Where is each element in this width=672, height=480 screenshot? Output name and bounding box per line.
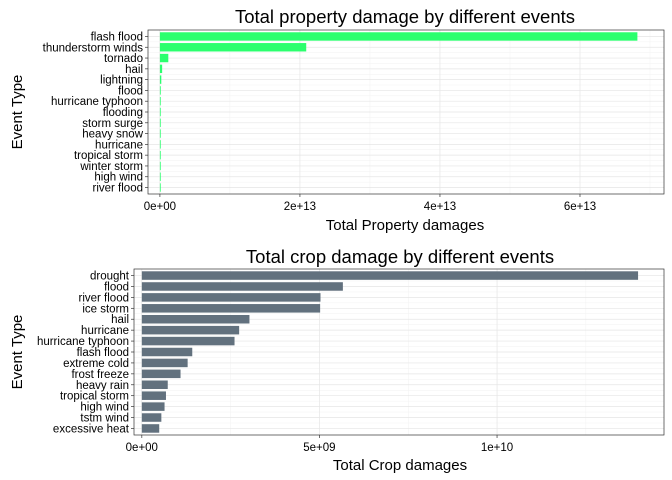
bars (141, 271, 639, 433)
x-tick-labels: 0e+00 2e+13 4e+13 6e+13 (144, 194, 596, 213)
category-label: hurricane (95, 139, 143, 151)
bar (159, 140, 161, 149)
x-tick-label: 0e+00 (144, 201, 176, 213)
bar (159, 161, 161, 171)
y-axis-title: Event Type (9, 75, 26, 150)
y-axis-title: Event Type (9, 315, 26, 390)
category-label: lightning (100, 75, 143, 87)
grid (148, 30, 664, 194)
category-label: river flood (79, 292, 130, 304)
bar (159, 97, 161, 106)
x-tick-label: 1e+10 (481, 442, 513, 454)
bar (141, 347, 193, 357)
bar (141, 336, 235, 346)
chart-title: Total property damage by different event… (235, 6, 575, 27)
category-label: flooding (103, 107, 143, 119)
category-label: hurricane typhoon (37, 336, 129, 348)
bar (159, 53, 169, 63)
category-label: extreme cold (63, 358, 129, 370)
category-label: tstm wind (80, 413, 129, 425)
bar (159, 107, 161, 117)
category-label: excessive heat (53, 423, 130, 435)
x-tick-label: 5e+09 (303, 442, 335, 454)
bar (159, 183, 161, 192)
x-tick-label: 4e+13 (424, 201, 456, 213)
bar (141, 380, 168, 390)
category-label: heavy snow (82, 129, 143, 141)
category-label: hurricane typhoon (51, 96, 143, 108)
category-label: flash flood (77, 347, 129, 359)
category-label: high wind (80, 402, 129, 414)
x-tick-label: 2e+13 (284, 201, 316, 213)
category-label: storm surge (82, 118, 143, 130)
bar (159, 64, 163, 74)
bars (159, 32, 638, 192)
bar (141, 391, 166, 400)
category-label: thunderstorm winds (43, 42, 144, 54)
bar (141, 413, 162, 422)
category-label: flood (118, 85, 143, 97)
bar (159, 86, 161, 95)
category-label: winter storm (79, 161, 143, 173)
category-label: high wind (94, 172, 143, 184)
x-axis-title: Total Crop damages (333, 457, 467, 474)
category-label: tropical storm (60, 391, 129, 403)
crop-damage-chart: Total crop damage by different events dr… (9, 246, 665, 474)
bar (159, 75, 162, 84)
bar (141, 424, 160, 433)
category-label: ice storm (82, 303, 129, 315)
bar (159, 32, 638, 41)
bar (141, 293, 321, 302)
category-label: river flood (93, 183, 144, 195)
category-label: heavy rain (76, 380, 129, 392)
bar (141, 358, 188, 368)
bar (141, 325, 240, 335)
bar (159, 129, 161, 138)
x-tick-label: 0e+00 (126, 442, 158, 454)
bar (159, 43, 307, 52)
x-axis-title: Total Property damages (326, 217, 484, 234)
category-label: hail (125, 64, 143, 76)
x-tick-label: 6e+13 (564, 201, 596, 213)
bar (159, 118, 161, 127)
category-label: flash flood (91, 31, 143, 43)
category-label: hail (111, 314, 129, 326)
property-damage-chart: Total property damage by different event… (9, 6, 665, 234)
category-label: drought (90, 271, 130, 283)
category-label: flood (104, 281, 129, 293)
bar (141, 271, 639, 280)
bar (141, 282, 343, 291)
bar (159, 150, 161, 160)
bar (141, 369, 181, 379)
bar (141, 314, 250, 324)
category-label: tropical storm (74, 150, 143, 162)
grid (134, 269, 664, 435)
bar (141, 304, 321, 313)
bar (159, 172, 161, 181)
bar (141, 402, 165, 411)
category-label: frost freeze (71, 369, 129, 381)
chart-title: Total crop damage by different events (246, 246, 554, 267)
x-tick-labels: 0e+00 5e+09 1e+10 (126, 435, 513, 454)
category-label: tornado (104, 53, 143, 65)
category-label: hurricane (81, 325, 129, 337)
